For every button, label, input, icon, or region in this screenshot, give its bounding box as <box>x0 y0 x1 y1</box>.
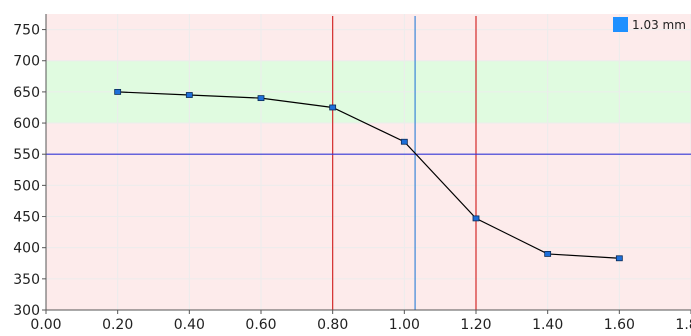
x-tick-label: 1.40 <box>532 317 563 333</box>
data-point-marker[interactable] <box>615 255 623 262</box>
x-tick-label: 0.80 <box>317 317 348 333</box>
y-tick-label: 650 <box>13 85 40 101</box>
data-point-marker[interactable] <box>257 95 265 102</box>
background-band-2 <box>46 14 691 61</box>
series-line <box>117 91 620 259</box>
y-tick-label: 400 <box>13 241 40 257</box>
x-tick-label: 0.40 <box>174 317 205 333</box>
x-tick-label: 0.20 <box>102 317 133 333</box>
x-tick-label: 1.60 <box>604 317 635 333</box>
data-point-marker[interactable] <box>329 104 337 111</box>
y-tick-label: 750 <box>13 23 40 39</box>
x-tick-label: 0.00 <box>30 317 61 333</box>
legend-swatch <box>613 17 628 32</box>
y-tick-label: 450 <box>13 210 40 226</box>
y-tick-label: 600 <box>13 116 40 132</box>
x-tick-label: 1.00 <box>389 317 420 333</box>
data-point-marker[interactable] <box>544 251 552 257</box>
y-tick-label: 350 <box>13 272 40 288</box>
x-tick-label: 1.80 <box>675 317 691 333</box>
y-tick-label: 700 <box>13 54 40 70</box>
x-tick-label: 0.60 <box>245 317 276 333</box>
data-point-marker[interactable] <box>400 138 408 145</box>
data-point-marker[interactable] <box>472 215 480 222</box>
data-point-marker[interactable] <box>185 92 193 98</box>
x-tick-label: 1.20 <box>460 317 491 333</box>
data-point-marker[interactable] <box>114 88 122 95</box>
y-tick-label: 300 <box>13 303 40 319</box>
y-tick-label: 500 <box>13 178 40 194</box>
legend-label: 1.03 mm <box>632 18 686 32</box>
y-tick-label: 550 <box>13 147 40 163</box>
